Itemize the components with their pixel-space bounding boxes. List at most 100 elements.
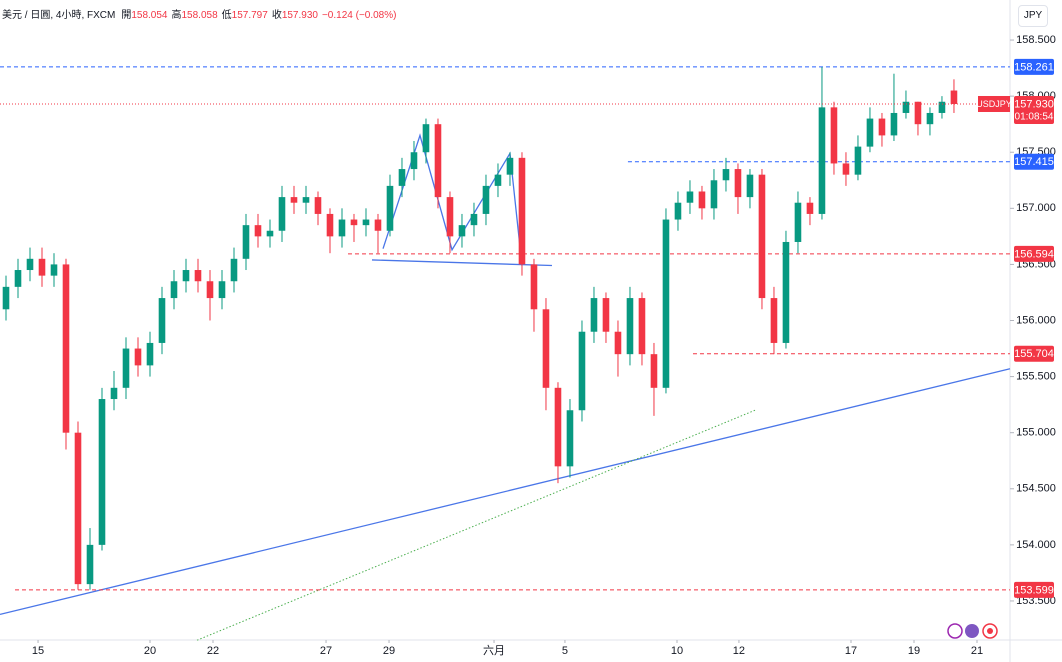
candle-body [542, 309, 550, 388]
x-tick-label: 21 [971, 645, 983, 657]
candle-body [398, 169, 406, 186]
candle-body [302, 197, 310, 203]
candle-body [938, 101, 946, 113]
x-tick-label: 29 [383, 645, 395, 657]
event-icon[interactable] [982, 623, 998, 639]
candle-body [866, 118, 874, 147]
candle-body [602, 298, 610, 332]
candle-body [86, 544, 94, 585]
ohlc-label: 開 [121, 10, 132, 21]
candle-body [290, 197, 298, 203]
candle-body [686, 191, 694, 203]
price-change: −0.124 (−0.08%) [321, 10, 397, 21]
candle-body [734, 169, 742, 198]
x-tick-label: 六月 [483, 644, 505, 657]
candle-body [98, 399, 106, 545]
y-tick-label: 153.500 [1016, 595, 1056, 607]
candle-body [806, 202, 814, 214]
y-tick-label: 155.500 [1016, 371, 1056, 383]
candle-body [170, 281, 178, 299]
ohlc-value: 158.054 [131, 10, 168, 21]
candle-body [182, 270, 190, 282]
symbol-tag [978, 95, 1010, 112]
candle-body [278, 197, 286, 231]
candle-body [530, 264, 538, 310]
candle-body [74, 432, 82, 585]
candle-body [650, 354, 658, 388]
candle-body [350, 219, 358, 226]
candle-body [38, 258, 46, 276]
candle-body [434, 124, 442, 198]
ohlc-label: 高 [171, 10, 182, 21]
y-tick-label: 157.000 [1016, 202, 1056, 214]
ohlc-value: 157.930 [281, 10, 318, 21]
currency-button[interactable]: JPY [1018, 5, 1048, 27]
x-tick-label: 20 [144, 645, 156, 657]
event-icon [987, 628, 993, 634]
candle-body [590, 298, 598, 332]
level-tag [1014, 581, 1054, 598]
candle-body [482, 185, 490, 214]
last-price-label: 157.930 [1014, 98, 1054, 110]
candle-body [710, 180, 718, 209]
candle-body [950, 90, 958, 104]
x-tick-label: 27 [320, 645, 332, 657]
candle-body [830, 107, 838, 164]
candle-body [146, 342, 154, 366]
candle-body [386, 185, 394, 231]
symbol-title: 美元 / 日圓, 4小時, FXCM [2, 10, 116, 21]
legend-header: 美元 / 日圓, 4小時, FXCM 開158.054 高158.058 低157.7… [2, 6, 400, 21]
candle-body [818, 107, 826, 214]
candle-body [158, 298, 166, 343]
candle-body [854, 146, 862, 175]
candle-body [410, 152, 418, 170]
candle-body [242, 225, 250, 259]
event-icon[interactable] [947, 623, 963, 639]
candle-body [902, 101, 910, 113]
level-tag [1014, 153, 1054, 170]
candle-body [134, 348, 142, 366]
ohlc-label: 收 [271, 10, 282, 21]
candle-body [2, 286, 10, 310]
level-label: 158.261 [1014, 61, 1054, 73]
candle-body [698, 191, 706, 209]
candle-body [746, 174, 754, 198]
x-tick-label: 12 [733, 645, 745, 657]
candle-body [794, 202, 802, 242]
x-tick-label: 5 [562, 645, 568, 657]
trend-line [382, 133, 523, 266]
candle-body [782, 241, 790, 343]
candle-body [662, 219, 670, 388]
candle-body [914, 101, 922, 125]
y-tick-label: 154.500 [1016, 483, 1056, 495]
candle-body [578, 331, 586, 411]
candle-body [554, 387, 562, 467]
event-icon[interactable] [965, 624, 979, 638]
candle-body [458, 225, 466, 237]
candle-body [110, 387, 118, 400]
y-tick-label: 156.000 [1016, 314, 1056, 326]
candle-body [230, 258, 238, 282]
candle-body [518, 157, 526, 265]
trend-line [196, 409, 756, 641]
level-label: 157.415 [1014, 156, 1054, 168]
candle-body [890, 112, 898, 136]
x-tick-label: 17 [845, 645, 857, 657]
candle-body [446, 197, 454, 237]
ohlc-label: 低 [221, 10, 232, 21]
candle-body [506, 157, 514, 175]
candle-body [926, 112, 934, 125]
level-tag [1014, 345, 1054, 362]
candle-body [254, 225, 262, 237]
countdown: 01:08:54 [1015, 112, 1054, 123]
candle-body [422, 124, 430, 153]
candle-body [338, 219, 346, 237]
candle-body [626, 298, 634, 355]
last-price-tag [1014, 95, 1054, 124]
candle-body [722, 169, 730, 181]
candle-body [374, 219, 382, 231]
candle-body [770, 298, 778, 343]
candle-body [494, 174, 502, 186]
